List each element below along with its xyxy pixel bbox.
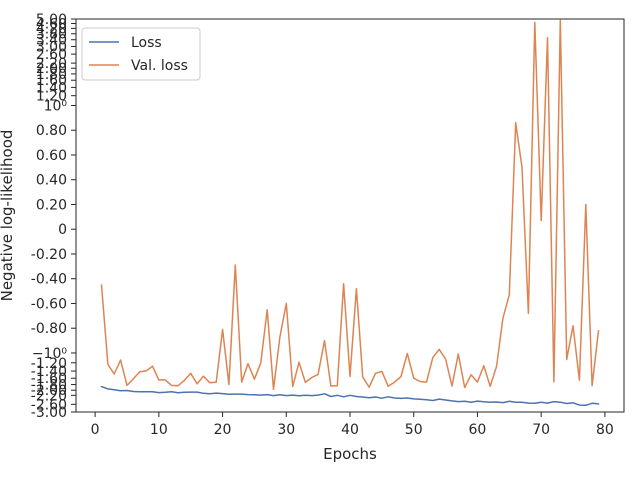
x-axis-ticks: 0 10 20 30 40 50 60 70 80 <box>91 412 614 438</box>
y-tick-label: 3.40 <box>36 33 67 49</box>
y-tick-label: -2.60 <box>31 397 67 413</box>
legend-box <box>81 27 201 81</box>
series-line-loss <box>100 385 600 407</box>
y-tick-label: -0.80 <box>31 321 67 337</box>
x-tick-label: 60 <box>469 422 487 438</box>
y-tick-label: 1.40 <box>36 80 67 96</box>
x-tick-label: 70 <box>532 422 550 438</box>
axes-border <box>75 18 625 413</box>
y-tick-label: -2.20 <box>31 388 67 404</box>
x-tick-label: 50 <box>405 422 423 438</box>
y-tick-label: 4.20 <box>36 21 67 37</box>
y-tick-label: 0.80 <box>36 123 67 139</box>
x-tick-label: 10 <box>150 422 168 438</box>
y-tick-label: -0.40 <box>31 272 67 288</box>
y-tick-label: 0.60 <box>36 148 67 164</box>
y-tick-label: 1.60 <box>36 73 67 89</box>
y-tick-label: −10⁰ <box>32 346 68 362</box>
y-tick-label: 2.00 <box>36 61 67 77</box>
legend-label: Val. loss <box>131 58 188 74</box>
y-tick-label: -1.60 <box>31 371 67 387</box>
y-tick-label: -0.20 <box>31 247 67 263</box>
axes-frame <box>75 18 625 413</box>
y-tick-label: 4.60 <box>36 16 67 32</box>
y-tick-label: 2.60 <box>36 47 67 63</box>
y-tick-label: 0.40 <box>36 173 67 189</box>
x-tick-label: 40 <box>341 422 359 438</box>
y-tick-label: 2.20 <box>36 56 67 72</box>
legend-label: Loss <box>131 35 162 51</box>
y-tick-label: -2.00 <box>31 383 67 399</box>
series-line-val-loss <box>100 19 600 391</box>
y-tick-label: -1.40 <box>31 364 67 380</box>
y-tick-label: 3.80 <box>36 27 67 43</box>
y-tick-label: 1.20 <box>36 89 67 105</box>
y-axis-label: Negative log-likelihood <box>0 130 16 302</box>
y-tick-label: 0.20 <box>36 197 67 213</box>
x-tick-label: 30 <box>277 422 295 438</box>
y-tick-label: -1.20 <box>31 356 67 372</box>
series-lines <box>100 19 600 407</box>
x-axis-label: Epochs <box>323 445 377 463</box>
x-tick-label: 20 <box>214 422 232 438</box>
y-tick-label: 10⁰ <box>44 98 68 114</box>
y-axis-ticks: 5.004.604.203.803.403.002.602.202.001.80… <box>31 12 76 421</box>
y-tick-label: 3.00 <box>36 39 67 55</box>
y-tick-label: -1.80 <box>31 378 67 394</box>
y-tick-label: -0.60 <box>31 296 67 312</box>
x-tick-label: 80 <box>596 422 614 438</box>
y-tick-label: 0 <box>58 222 67 238</box>
x-tick-label: 0 <box>91 422 100 438</box>
y-tick-label: 1.80 <box>36 67 67 83</box>
y-tick-label: 5.00 <box>36 12 67 28</box>
y-tick-label: -3.00 <box>31 405 67 421</box>
legend: Loss Val. loss <box>81 27 201 81</box>
